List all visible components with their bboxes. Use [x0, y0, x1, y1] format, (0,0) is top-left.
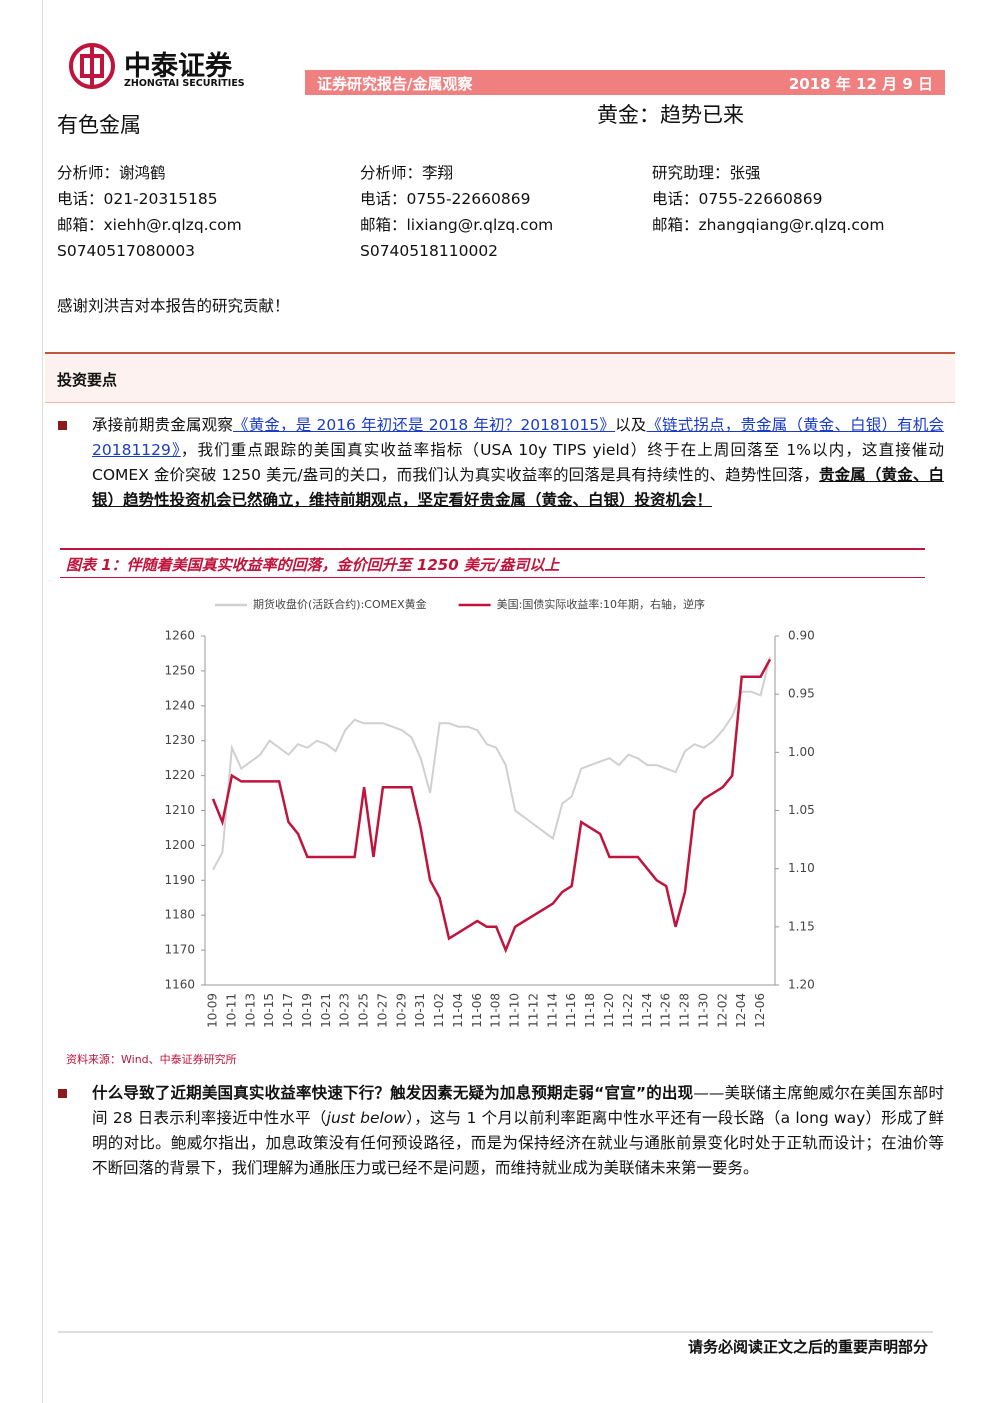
footer: 请务必阅读正文之后的重要声明部分	[687, 1338, 928, 1356]
tick-label: 1.15	[788, 919, 815, 933]
chart: 1160 1170 1180 1190 1200 1210 1220 1230 1240 1250…	[164, 597, 815, 1028]
logo-icon	[69, 43, 115, 89]
tick-label: 1260	[164, 629, 195, 643]
x-tick-label: 11-02	[432, 993, 446, 1028]
tick-label: 1170	[164, 943, 195, 957]
sector: 有色金属	[57, 113, 141, 137]
x-tick-label: 11-26	[659, 993, 673, 1028]
legend-label: 期货收盘价(活跃合约):COMEX黄金	[253, 597, 427, 611]
x-tick-label: 12-04	[734, 993, 748, 1028]
thanks: 感谢刘洪吉对本报告的研究贡献！	[57, 297, 290, 315]
analyst-info: 邮箱：xiehh@r.qlzq.com	[57, 216, 242, 234]
text: ），这与 1 个月以前利率距离中性水平还有一段长路（a long way）形成了…	[92, 1109, 944, 1177]
paragraph: 什么导致了近期美国真实收益率快速下行？触发因素无疑为加息预期走弱“官宣”的出现—…	[92, 1081, 944, 1181]
bullet	[58, 421, 67, 430]
tick-label: 1240	[164, 698, 195, 712]
x-tick-label: 11-24	[640, 993, 654, 1028]
x-tick-label: 11-22	[621, 993, 635, 1028]
analyst-info: 电话：0755-22660869	[360, 190, 531, 208]
tick-label: 1160	[164, 978, 195, 992]
x-tick-label: 10-09	[206, 993, 220, 1028]
analyst-info: 邮箱：lixiang@r.qlzq.com	[360, 216, 554, 234]
analyst-info: S0740517080003	[57, 242, 196, 260]
paragraph: 承接前期贵金属观察《黄金，是 2016 年初还是 2018 年初？2018101…	[92, 413, 944, 513]
logo-cn: 中泰证券	[124, 51, 232, 82]
x-tick-label: 11-08	[489, 993, 503, 1028]
x-tick-label: 11-30	[696, 993, 710, 1028]
source: 资料来源：Wind、中泰证券研究所	[66, 1053, 237, 1066]
figure-title: 图表 1：伴随着美国真实收益率的回落，金价回升至 1250 美元/盎司以上	[66, 556, 560, 574]
x-tick-label: 11-10	[508, 993, 522, 1028]
report-date: 2018 年 12 月 9 日	[788, 75, 933, 93]
x-tick-label: 12-02	[715, 993, 729, 1028]
tick-label: 1.20	[788, 978, 815, 992]
link[interactable]: 《黄金，是 2016 年初还是 2018 年初？20181015》	[233, 416, 616, 434]
bullet	[58, 1089, 67, 1098]
x-tick-label: 10-19	[300, 993, 314, 1028]
text: ——美联储主席鲍威尔在美国东部时间 28 日表示利率接近中性水平（	[92, 1084, 944, 1127]
x-tick-label: 10-21	[319, 993, 333, 1028]
text: ，我们重点跟踪的美国真实收益率指标（USA 10y TIPS yield）终于在…	[92, 441, 944, 484]
report-type: 证券研究报告/金属观察	[317, 75, 473, 93]
tick-label: 1.00	[788, 745, 815, 759]
x-tick-label: 11-16	[564, 993, 578, 1028]
x-tick-label: 11-28	[678, 993, 692, 1028]
series-line	[211, 658, 772, 954]
report-title: 黄金：趋势已来	[597, 103, 744, 127]
x-tick-label: 11-18	[583, 993, 597, 1028]
x-tick-label: 10-25	[357, 993, 371, 1028]
link[interactable]: 《链式拐点，贵金属（黄金、白银）有机会 20181129》	[92, 416, 944, 459]
x-tick-label: 10-27	[375, 993, 389, 1028]
tick-label: 1250	[164, 663, 195, 677]
footer-rule	[58, 1331, 933, 1333]
text: just below	[326, 1109, 406, 1127]
tick-label: 0.95	[788, 687, 815, 701]
tick-label: 1190	[164, 873, 195, 887]
tick-label: 1210	[164, 803, 195, 817]
x-tick-label: 10-17	[281, 993, 295, 1028]
text: 贵金属（黄金、白银）趋势性投资机会已然确立，维持前期观点，坚定看好贵金属（黄金、…	[92, 466, 944, 509]
x-tick-label: 10-13	[243, 993, 257, 1028]
text: 承接前期贵金属观察	[92, 416, 234, 434]
analyst-info: 电话：0755-22660869	[652, 190, 823, 208]
margin-line	[42, 0, 43, 1403]
rule	[60, 577, 925, 578]
section-title: 投资要点	[57, 371, 118, 389]
tick-label: 0.90	[788, 629, 815, 643]
text: 什么导致了近期美国真实收益率快速下行？触发因素无疑为加息预期走弱“官宣”的出现	[92, 1084, 694, 1102]
analyst-info: 电话：021-20315185	[57, 190, 218, 208]
x-tick-label: 11-20	[602, 993, 616, 1028]
rule	[60, 548, 925, 550]
tick-label: 1.10	[788, 861, 815, 875]
header-bar: 证券研究报告/金属观察 2018 年 12 月 9 日	[305, 70, 945, 95]
text: 以及	[615, 416, 647, 434]
x-tick-label: 11-04	[451, 993, 465, 1028]
series-line	[212, 656, 771, 871]
x-tick-label: 12-06	[753, 993, 767, 1028]
tick-label: 1230	[164, 733, 195, 747]
analyst-info: S0740518110002	[360, 242, 499, 260]
x-tick-label: 10-15	[262, 993, 276, 1028]
analyst-info: 研究助理：张强	[652, 164, 761, 182]
x-tick-label: 10-31	[413, 993, 427, 1028]
logo-en: ZHONGTAI SECURITIES	[124, 78, 245, 89]
x-tick-label: 11-14	[545, 993, 559, 1028]
tick-label: 1.05	[788, 803, 815, 817]
x-tick-label: 11-12	[526, 993, 540, 1028]
tick-label: 1220	[164, 768, 195, 782]
analyst-info: 分析师：李翔	[360, 164, 454, 182]
tick-label: 1180	[164, 908, 195, 922]
x-tick-label: 10-29	[394, 993, 408, 1028]
x-tick-label: 10-23	[338, 993, 352, 1028]
legend-label: 美国:国债实际收益率:10年期，右轴，逆序	[497, 597, 705, 611]
section-box: 投资要点	[45, 352, 955, 403]
tick-label: 1200	[164, 838, 195, 852]
x-tick-label: 10-11	[224, 993, 238, 1028]
x-tick-label: 11-06	[470, 993, 484, 1028]
analyst-info: 邮箱：zhangqiang@r.qlzq.com	[652, 216, 885, 234]
analyst-info: 分析师：谢鸿鹤	[57, 164, 166, 182]
